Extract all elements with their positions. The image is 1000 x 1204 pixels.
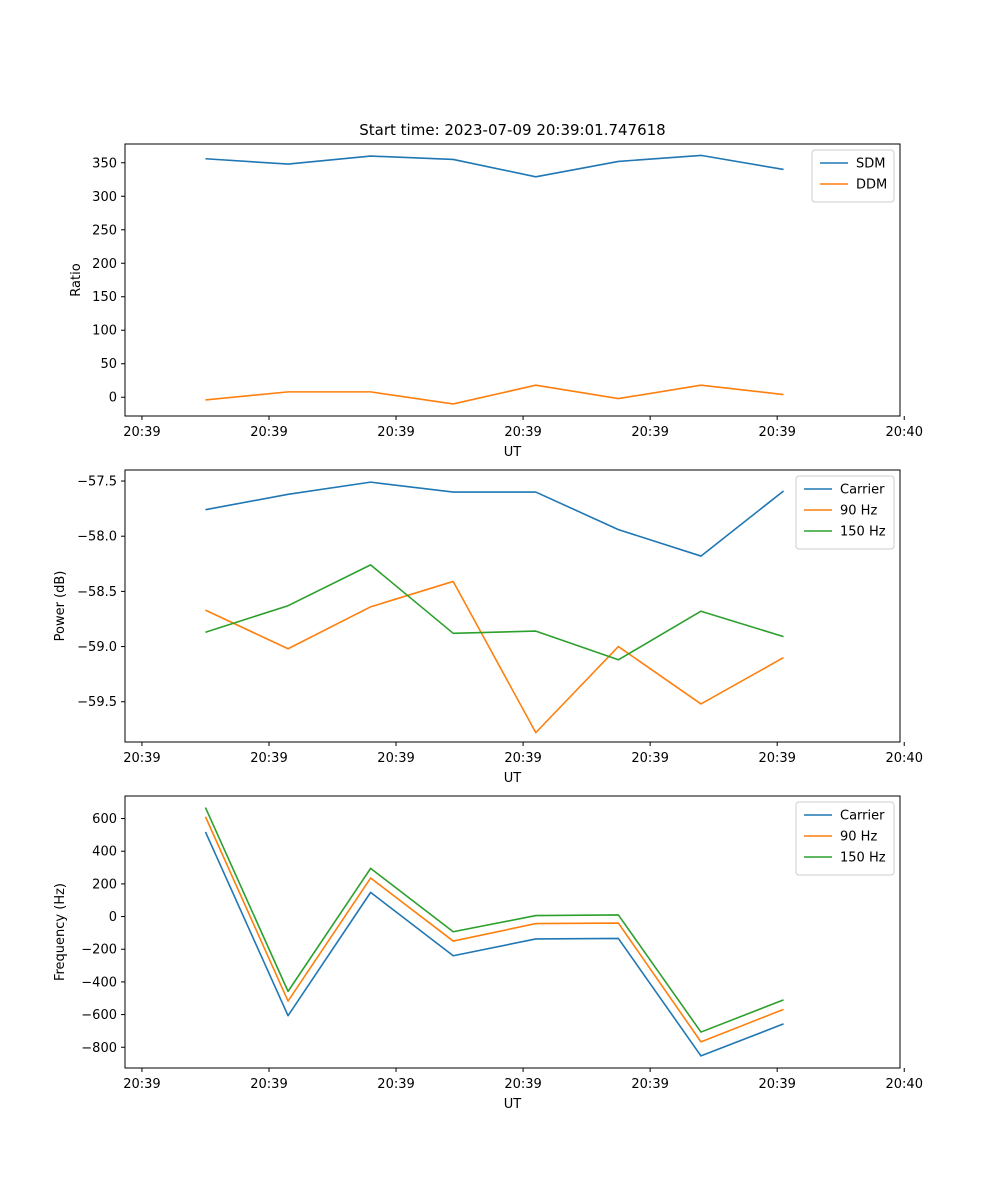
x-tick-label: 20:39 [123,751,160,766]
y-axis-label: Ratio [69,263,84,296]
x-tick-label: 20:39 [758,425,795,440]
y-tick-label: −59.0 [77,640,117,655]
x-tick-label: 20:39 [250,425,287,440]
subplot-3: 20:39 20:39 20:39 20:39 20:39 20:39 20:40 600 40… [53,795,923,1112]
y-tick-label: −58.0 [77,530,117,545]
x-tick-label: 20:40 [886,425,923,440]
x-tick-label: 20:39 [250,751,287,766]
x-axis-label: UT [504,1097,522,1112]
legend-label: SDM [856,157,885,172]
y-tick-label: −59.5 [77,695,117,710]
x-tick-label: 20:39 [377,751,414,766]
x-tick-label: 20:39 [631,425,668,440]
axes-frame [124,469,901,743]
series-line-150-hz [204,807,784,1033]
y-tick-label: 350 [92,156,117,171]
series-line-sdm [205,154,784,178]
y-tick-label: −58.5 [77,585,117,600]
x-tick-label: 20:39 [123,1077,160,1092]
x-tick-label: 20:39 [377,1077,414,1092]
y-tick-label: 250 [92,223,117,238]
x-axis-label: UT [504,445,522,460]
x-tick-label: 20:39 [758,751,795,766]
y-tick-label: 600 [92,812,117,827]
y-axis-label: Frequency (Hz) [53,883,68,981]
y-tick-label: 200 [92,257,117,272]
legend-label: Carrier [840,809,885,824]
y-tick-label: 50 [100,357,117,372]
legend-label: Carrier [840,483,885,498]
series-line-carrier [204,831,784,1057]
legend: Carrier 90 Hz 150 Hz [795,801,895,876]
chart-title: Start time: 2023-07-09 20:39:01.747618 [359,121,665,139]
y-tick-label: 200 [92,877,117,892]
y-tick-label: −400 [81,975,117,990]
legend: Carrier 90 Hz 150 Hz [795,475,895,550]
axes-frame [124,795,901,1069]
subplot-1: Start time: 2023-07-09 20:39:01.747618 20… [69,121,923,460]
y-tick-label: 400 [92,845,117,860]
legend-label: DDM [856,178,887,193]
legend-label: 150 Hz [840,525,886,540]
x-tick-label: 20:40 [886,751,923,766]
axes-frame [124,143,901,417]
y-tick-label: 0 [109,391,117,406]
x-tick-label: 20:39 [631,751,668,766]
series-line-ddm [205,384,784,405]
x-tick-label: 20:39 [377,425,414,440]
legend-label: 90 Hz [840,504,877,519]
y-tick-label: −57.5 [77,475,117,490]
legend: SDM DDM [811,149,895,203]
x-tick-label: 20:39 [250,1077,287,1092]
series-line-carrier [205,481,785,557]
x-tick-label: 20:40 [886,1077,923,1092]
x-tick-label: 20:39 [504,751,541,766]
y-tick-label: 150 [92,290,117,305]
series-line-90-hz [204,816,784,1043]
y-tick-label: 0 [109,910,117,925]
x-tick-label: 20:39 [123,425,160,440]
y-tick-label: 300 [92,190,117,205]
y-tick-label: −200 [81,943,117,958]
x-tick-label: 20:39 [758,1077,795,1092]
x-tick-label: 20:39 [504,425,541,440]
series-line-90-hz [205,580,784,734]
y-axis-label: Power (dB) [53,571,68,642]
y-tick-label: −800 [81,1041,117,1056]
series-line-150-hz [205,564,784,661]
x-axis-label: UT [504,771,522,786]
y-tick-label: −600 [81,1008,117,1023]
subplot-2: 20:39 20:39 20:39 20:39 20:39 20:39 20:40 −57.5… [53,469,923,786]
x-tick-label: 20:39 [631,1077,668,1092]
y-tick-label: 100 [92,324,117,339]
legend-label: 150 Hz [840,851,886,866]
legend-label: 90 Hz [840,830,877,845]
x-tick-label: 20:39 [504,1077,541,1092]
